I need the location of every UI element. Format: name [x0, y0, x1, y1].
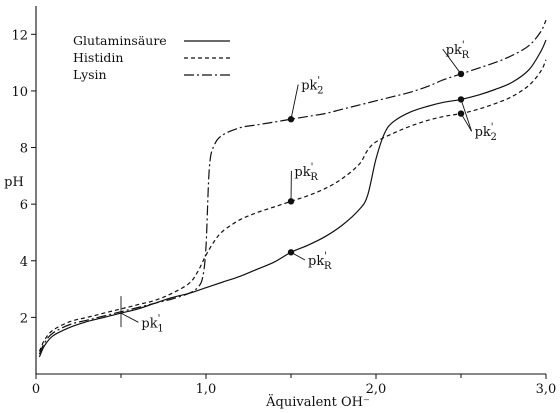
pk-label-main: pk: [446, 43, 462, 58]
y-tick-label: 2: [20, 311, 28, 326]
pk-leader-line: [290, 251, 306, 261]
y-tick-label: 6: [20, 198, 28, 213]
pk-label-sub: 2: [317, 86, 323, 97]
pk-label-sub: 1: [157, 323, 163, 334]
pk-leader-line: [442, 48, 462, 75]
pk-leader-line: [120, 312, 139, 323]
pk-leader-line: [290, 84, 299, 120]
series-line-histidin: [38, 59, 547, 352]
x-tick-label: 0: [32, 382, 40, 397]
pkR-histidin-label: pk' R: [294, 162, 318, 183]
pk-label-prime: ': [491, 122, 494, 133]
pk-label-main: pk: [301, 79, 317, 94]
legend-label: Lysin: [73, 67, 107, 82]
annotation-layer: pk' 1pk' 2pk' Rpk' Rpk' Rpk' 2: [120, 40, 497, 334]
pk-label-sub: R: [324, 261, 332, 272]
pk2-histidin-glutamin-label: pk' 2: [475, 122, 497, 143]
y-tick-label: 10: [11, 85, 28, 100]
y-tick-label: 8: [20, 142, 28, 157]
series-layer: [38, 19, 547, 358]
y-axis-label: pH: [4, 175, 24, 190]
pk-leader-line: [460, 99, 473, 132]
pk-label-main: pk: [294, 165, 310, 180]
legend-label: Histidin: [73, 50, 123, 65]
pk-label-prime: ': [462, 40, 465, 51]
legend: Glutaminsäure Histidin Lysin: [73, 33, 230, 82]
x-tick-label: 2,0: [366, 382, 387, 397]
pk-label-prime: ': [311, 162, 314, 173]
y-tick-label: 4: [20, 255, 28, 270]
pk1-label: pk' 1: [141, 313, 163, 334]
x-tick-label: 1,0: [196, 382, 217, 397]
pk-point: [287, 116, 295, 123]
pk-label-prime: ': [317, 76, 320, 87]
pk2-lysin-label: pk' 2: [301, 76, 323, 97]
pk-label-prime: ': [158, 313, 161, 324]
legend-label: Glutaminsäure: [73, 33, 167, 48]
pk-label-main: pk: [308, 254, 324, 269]
pk-label-main: pk: [141, 316, 157, 331]
pk-label-prime: ': [324, 251, 327, 262]
y-tick-label: 12: [11, 28, 28, 43]
pk-label-sub: 2: [491, 132, 497, 143]
pkR-lysin-label: pk' R: [446, 40, 470, 61]
x-tick-label: 3,0: [536, 382, 557, 397]
pkR-glutamin-label: pk' R: [308, 251, 332, 272]
pk-label-main: pk: [475, 125, 491, 140]
series-line-glutamins-ure: [38, 39, 547, 358]
y-ticks: 2 4 6 8 10 12: [11, 28, 36, 326]
pk-label-sub: R: [462, 50, 470, 61]
x-axis-label: Äquivalent OH⁻: [265, 393, 370, 410]
series-line-lysin: [38, 19, 547, 355]
pk-label-sub: R: [310, 172, 318, 183]
x-ticks: 0 1,0 2,0 3,0: [32, 374, 556, 397]
pk-leader-line: [460, 113, 472, 132]
